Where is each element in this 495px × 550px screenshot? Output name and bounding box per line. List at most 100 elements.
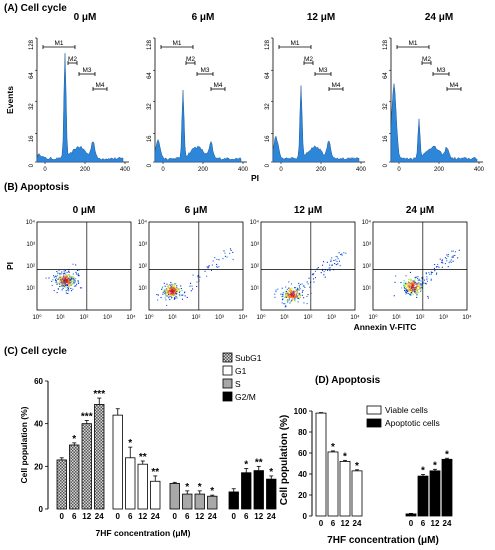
event-dot xyxy=(64,279,66,281)
event-dot xyxy=(64,278,66,280)
event-dot xyxy=(345,252,347,254)
histogram-0: 0 μM 0 16 32 64 128 0 200 400 M1 M2 M3 M4 xyxy=(29,12,131,173)
event-dot xyxy=(411,283,413,285)
event-dot xyxy=(157,299,159,301)
bar-subg1 xyxy=(69,444,80,510)
event-dot xyxy=(62,283,64,285)
event-dot xyxy=(426,278,428,280)
event-dot xyxy=(176,286,178,288)
event-dot xyxy=(165,295,167,297)
event-dot xyxy=(64,270,66,272)
event-dot xyxy=(416,294,418,296)
event-dot xyxy=(175,283,177,285)
bar-s xyxy=(182,493,193,510)
event-dot xyxy=(67,292,69,294)
event-dot xyxy=(295,290,297,292)
event-dot xyxy=(408,285,410,287)
event-dot xyxy=(296,293,298,295)
bar-s xyxy=(169,482,180,510)
event-dot xyxy=(335,255,337,257)
event-dot xyxy=(167,290,169,292)
event-dot xyxy=(290,291,292,293)
x-tick-label: 6 xyxy=(72,512,77,521)
event-dot xyxy=(414,291,416,293)
event-dot xyxy=(297,289,299,291)
event-dot xyxy=(285,295,287,297)
event-dot xyxy=(286,293,288,295)
event-dot xyxy=(288,293,290,295)
event-dot xyxy=(427,297,429,299)
event-dot xyxy=(292,291,294,293)
event-dot xyxy=(69,277,71,279)
event-dot xyxy=(290,300,292,302)
event-dot xyxy=(166,294,168,296)
event-dot xyxy=(298,289,300,291)
event-dot xyxy=(180,285,182,287)
y-tick-label: 10¹ xyxy=(250,286,259,292)
y-tick-label: 16 xyxy=(29,135,35,142)
event-dot xyxy=(436,272,438,274)
event-dot xyxy=(210,269,212,271)
event-dot xyxy=(294,295,296,297)
event-dot xyxy=(174,297,176,299)
event-dot xyxy=(177,288,179,290)
y-tick-label: 64 xyxy=(147,72,153,79)
event-dot xyxy=(343,252,345,254)
event-dot xyxy=(309,286,311,288)
event-dot xyxy=(66,282,68,284)
event-dot xyxy=(298,293,300,295)
event-dot xyxy=(452,250,454,252)
event-dot xyxy=(421,283,423,285)
event-dot xyxy=(70,280,72,282)
event-dot xyxy=(312,278,314,280)
event-dot xyxy=(281,302,283,304)
event-dot xyxy=(299,288,301,290)
event-dot xyxy=(289,296,291,298)
event-dot xyxy=(314,277,316,279)
event-dot xyxy=(426,276,428,278)
event-dot xyxy=(61,282,63,284)
event-dot xyxy=(192,274,194,276)
y-tick-label: 0 xyxy=(39,505,44,514)
event-dot xyxy=(450,259,452,261)
y-axis-label: Events xyxy=(5,86,15,114)
bar-g2-m xyxy=(253,470,264,510)
event-dot xyxy=(168,296,170,298)
event-dot xyxy=(171,297,173,299)
legend-label: S xyxy=(235,379,241,389)
x-tick-label: 10³ xyxy=(439,315,448,321)
bar-g1 xyxy=(150,480,161,510)
y-tick-label: 64 xyxy=(265,72,271,79)
event-dot xyxy=(62,284,64,286)
event-dot xyxy=(331,257,333,259)
x-tick-label: 10¹ xyxy=(280,315,289,321)
event-dot xyxy=(81,287,83,289)
x-tick-label: 0 xyxy=(161,167,165,173)
histogram-condition-label: 0 μM xyxy=(74,12,97,23)
event-dot xyxy=(428,272,430,274)
event-dot xyxy=(64,287,66,289)
event-dot xyxy=(323,274,325,276)
event-dot xyxy=(170,291,172,293)
event-dot xyxy=(296,291,298,293)
event-dot xyxy=(60,276,62,278)
event-dot xyxy=(286,292,288,294)
event-dot xyxy=(72,283,74,285)
event-dot xyxy=(449,260,451,262)
event-dot xyxy=(171,287,173,289)
event-dot xyxy=(68,269,70,271)
event-dot xyxy=(232,251,234,253)
event-dot xyxy=(284,296,286,298)
event-dot xyxy=(214,257,216,259)
event-dot xyxy=(62,273,64,275)
event-dot xyxy=(173,295,175,297)
significance-label: * xyxy=(269,467,273,478)
event-dot xyxy=(291,294,293,296)
event-dot xyxy=(66,275,68,277)
event-dot xyxy=(416,287,418,289)
event-dot xyxy=(169,289,171,291)
y-tick-label: 10⁴ xyxy=(138,219,148,226)
bar-viable-cells xyxy=(327,451,339,517)
event-dot xyxy=(71,281,73,283)
event-dot xyxy=(292,300,294,302)
